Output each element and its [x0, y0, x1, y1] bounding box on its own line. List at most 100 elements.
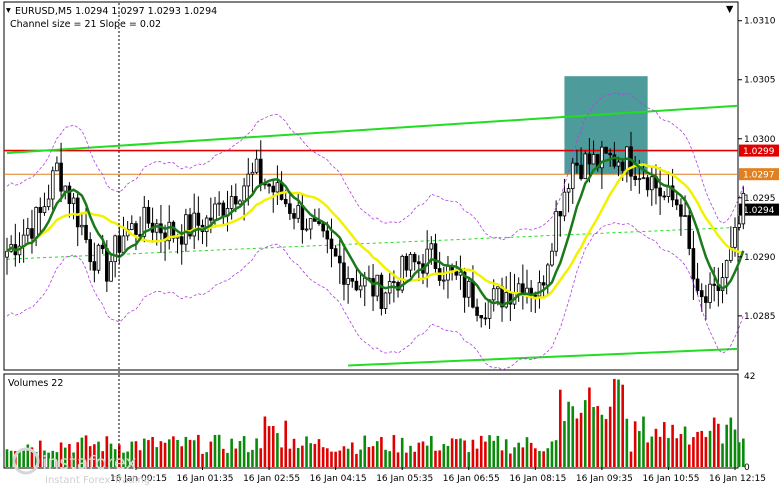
- volume-bar: [729, 417, 733, 467]
- candle-body: [142, 206, 147, 237]
- volume-bar: [84, 435, 88, 467]
- volume-bar: [88, 446, 92, 467]
- volume-bar: [596, 406, 600, 467]
- volume-bar: [504, 439, 508, 467]
- volume-bar: [725, 424, 728, 467]
- volume-bar: [380, 436, 383, 467]
- candle-body: [46, 198, 51, 208]
- candle-body: [591, 154, 596, 165]
- candle-body: [475, 306, 479, 316]
- volume-bar: [296, 447, 300, 467]
- volume-bar: [583, 400, 587, 467]
- candle-body: [462, 271, 467, 298]
- candle-body: [325, 230, 330, 240]
- candle-body: [238, 200, 242, 205]
- candle-body: [741, 193, 746, 225]
- ma-fast-line: [6, 156, 745, 307]
- candle-body: [650, 176, 654, 191]
- candle-body: [275, 182, 280, 193]
- volume-bar: [704, 437, 708, 467]
- volume-bar: [267, 426, 271, 467]
- volume-bar: [180, 446, 184, 467]
- candle-body: [134, 223, 138, 235]
- volume-bar: [59, 442, 63, 467]
- candle-body: [670, 185, 675, 201]
- volume-bar: [617, 379, 620, 467]
- scroll-down-arrow-icon[interactable]: ▼: [726, 4, 734, 15]
- volume-bar: [334, 451, 337, 467]
- candle-body: [679, 204, 683, 217]
- candle-body: [25, 228, 30, 236]
- volume-bar: [5, 449, 9, 467]
- volume-bar: [309, 443, 312, 467]
- candle-body: [109, 261, 113, 282]
- candle-body: [570, 162, 575, 189]
- candle-body: [304, 228, 309, 231]
- volume-bar: [396, 452, 400, 467]
- candle-body: [100, 244, 105, 250]
- volume-bar: [459, 438, 462, 467]
- volume-bar: [400, 437, 404, 467]
- candle-body: [196, 212, 201, 226]
- volume-bar: [47, 452, 50, 467]
- volume-bar: [542, 451, 545, 467]
- candle-body: [637, 178, 642, 181]
- candle-body: [633, 175, 637, 181]
- candle-body: [296, 205, 300, 219]
- candle-body: [283, 199, 288, 205]
- candle-body: [121, 235, 126, 253]
- level-badge-1.0297: [739, 168, 779, 181]
- candle-body: [300, 205, 305, 231]
- volume-bar: [313, 443, 317, 467]
- candle-body: [233, 196, 238, 205]
- candle-body: [371, 278, 375, 297]
- volume-bar: [642, 416, 645, 467]
- volume-label: Volumes 22: [8, 378, 63, 389]
- volume-bar: [68, 444, 71, 467]
- candle-body: [350, 278, 355, 282]
- envelope-upper: [6, 92, 744, 241]
- candle-body: [271, 185, 276, 193]
- candle-body: [221, 202, 226, 217]
- candle-body: [129, 223, 134, 230]
- volume-bar: [454, 439, 458, 467]
- volume-bar: [76, 442, 80, 467]
- volume-bar: [280, 447, 283, 467]
- volume-bar: [613, 378, 616, 467]
- candle-body: [84, 224, 88, 240]
- volume-bar: [475, 448, 479, 467]
- candle-body: [620, 161, 625, 171]
- candle-body: [712, 283, 716, 286]
- candle-body: [209, 217, 213, 221]
- volume-bar: [263, 416, 267, 467]
- candle-body: [75, 197, 80, 228]
- volume-bar: [222, 448, 225, 467]
- volume-bar: [683, 426, 687, 467]
- volume-bar: [571, 406, 575, 467]
- time-tick-label: 16 Jan 05:35: [376, 474, 433, 484]
- volume-bar: [255, 438, 258, 467]
- volume-bar: [159, 441, 163, 467]
- volume-bar: [38, 440, 42, 467]
- price-tick-label: 1.0295: [744, 194, 776, 204]
- time-tick-label: 16 Jan 10:55: [642, 474, 699, 484]
- price-tick-label: 1.0310: [744, 17, 776, 27]
- candle-body: [292, 213, 296, 219]
- candle-body: [687, 215, 692, 249]
- candle-body: [566, 188, 571, 193]
- volume-bar: [197, 434, 200, 467]
- volume-bar: [142, 438, 146, 467]
- candle-body: [429, 243, 434, 250]
- candle-body: [67, 185, 72, 205]
- candle-body: [250, 171, 255, 175]
- dropdown-arrow-icon[interactable]: ▾: [6, 5, 11, 16]
- candle-body: [229, 196, 234, 209]
- volume-bar: [246, 452, 250, 467]
- volume-bar: [226, 452, 229, 467]
- candle-body: [412, 253, 417, 263]
- candle-body: [346, 278, 350, 285]
- candle-body: [63, 185, 68, 192]
- volume-bar: [671, 424, 674, 467]
- volume-bar: [563, 421, 566, 467]
- candle-body: [496, 286, 500, 290]
